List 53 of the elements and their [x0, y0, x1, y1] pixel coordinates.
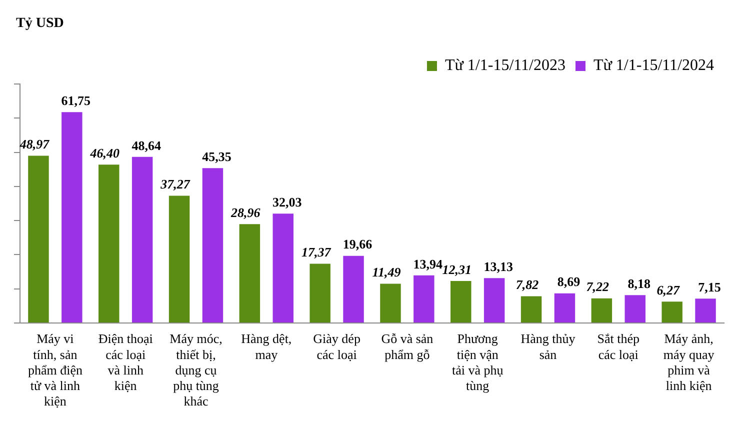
bar	[414, 275, 434, 322]
x-tick-label: Hàng dệt, may	[241, 331, 292, 362]
bar	[202, 168, 224, 322]
bar	[310, 264, 330, 322]
bar	[28, 156, 49, 322]
legend-label: Từ 1/1-15/11/2024	[593, 57, 714, 74]
legend-label: Từ 1/1-15/11/2023	[444, 57, 566, 74]
data-label: 48,64	[132, 138, 162, 153]
x-tick-label: Điện thoại các loại và linh kiện	[98, 331, 154, 394]
data-label: 7,82	[516, 277, 540, 292]
bar	[520, 296, 542, 322]
data-label: 13,13	[484, 259, 514, 274]
bar	[132, 156, 153, 322]
data-label: 17,37	[301, 244, 332, 260]
bar	[239, 224, 260, 322]
data-label: 7,15	[698, 279, 722, 294]
bar	[343, 256, 364, 322]
data-label: 61,75	[61, 93, 92, 108]
bar	[695, 298, 716, 322]
bar	[450, 280, 472, 322]
bar	[380, 284, 401, 322]
bar	[484, 278, 505, 322]
data-label: 37,27	[160, 176, 190, 192]
bar	[591, 298, 612, 322]
data-label: 8,18	[628, 276, 651, 291]
data-label: 28,96	[230, 204, 261, 220]
y-axis-title: Tỷ USD	[16, 16, 64, 32]
x-tick-label: Máy ảnh, máy quay phim và linh kiện	[663, 331, 715, 394]
x-tick-label: Máy móc, thiết bị, dụng cụ phụ tùng khác	[170, 331, 222, 409]
data-label: 7,22	[586, 279, 610, 294]
data-label: 45,35	[202, 149, 232, 164]
data-label: 46,40	[89, 145, 120, 160]
x-tick-label: Máy vi tính, sản phẩm điện tử và linh kiện	[28, 331, 83, 409]
bar	[554, 293, 576, 322]
data-label: 12,31	[442, 262, 472, 277]
x-tick-label: Hàng thủy sản	[520, 331, 576, 362]
data-label: 32,03	[272, 194, 302, 210]
data-label: 8,69	[557, 274, 581, 290]
bar	[98, 164, 120, 322]
data-label: 19,66	[342, 236, 373, 252]
x-tick-label: Sắt thép các loại	[597, 331, 640, 362]
bar	[662, 302, 682, 322]
data-label: 6,27	[656, 282, 680, 298]
bar	[624, 295, 646, 322]
bar	[62, 112, 82, 322]
data-label: 13,94	[413, 256, 444, 272]
x-tick-label: Gỗ và sản phẩm gỗ	[381, 331, 434, 362]
bar	[272, 214, 294, 322]
bar	[168, 196, 190, 322]
data-label: 11,49	[372, 264, 402, 280]
x-tick-label: Giày dép các loại	[313, 331, 360, 362]
x-tick-label: Phương tiện vận tải và phụ tùng	[452, 331, 504, 394]
data-label: 48,97	[18, 136, 50, 152]
